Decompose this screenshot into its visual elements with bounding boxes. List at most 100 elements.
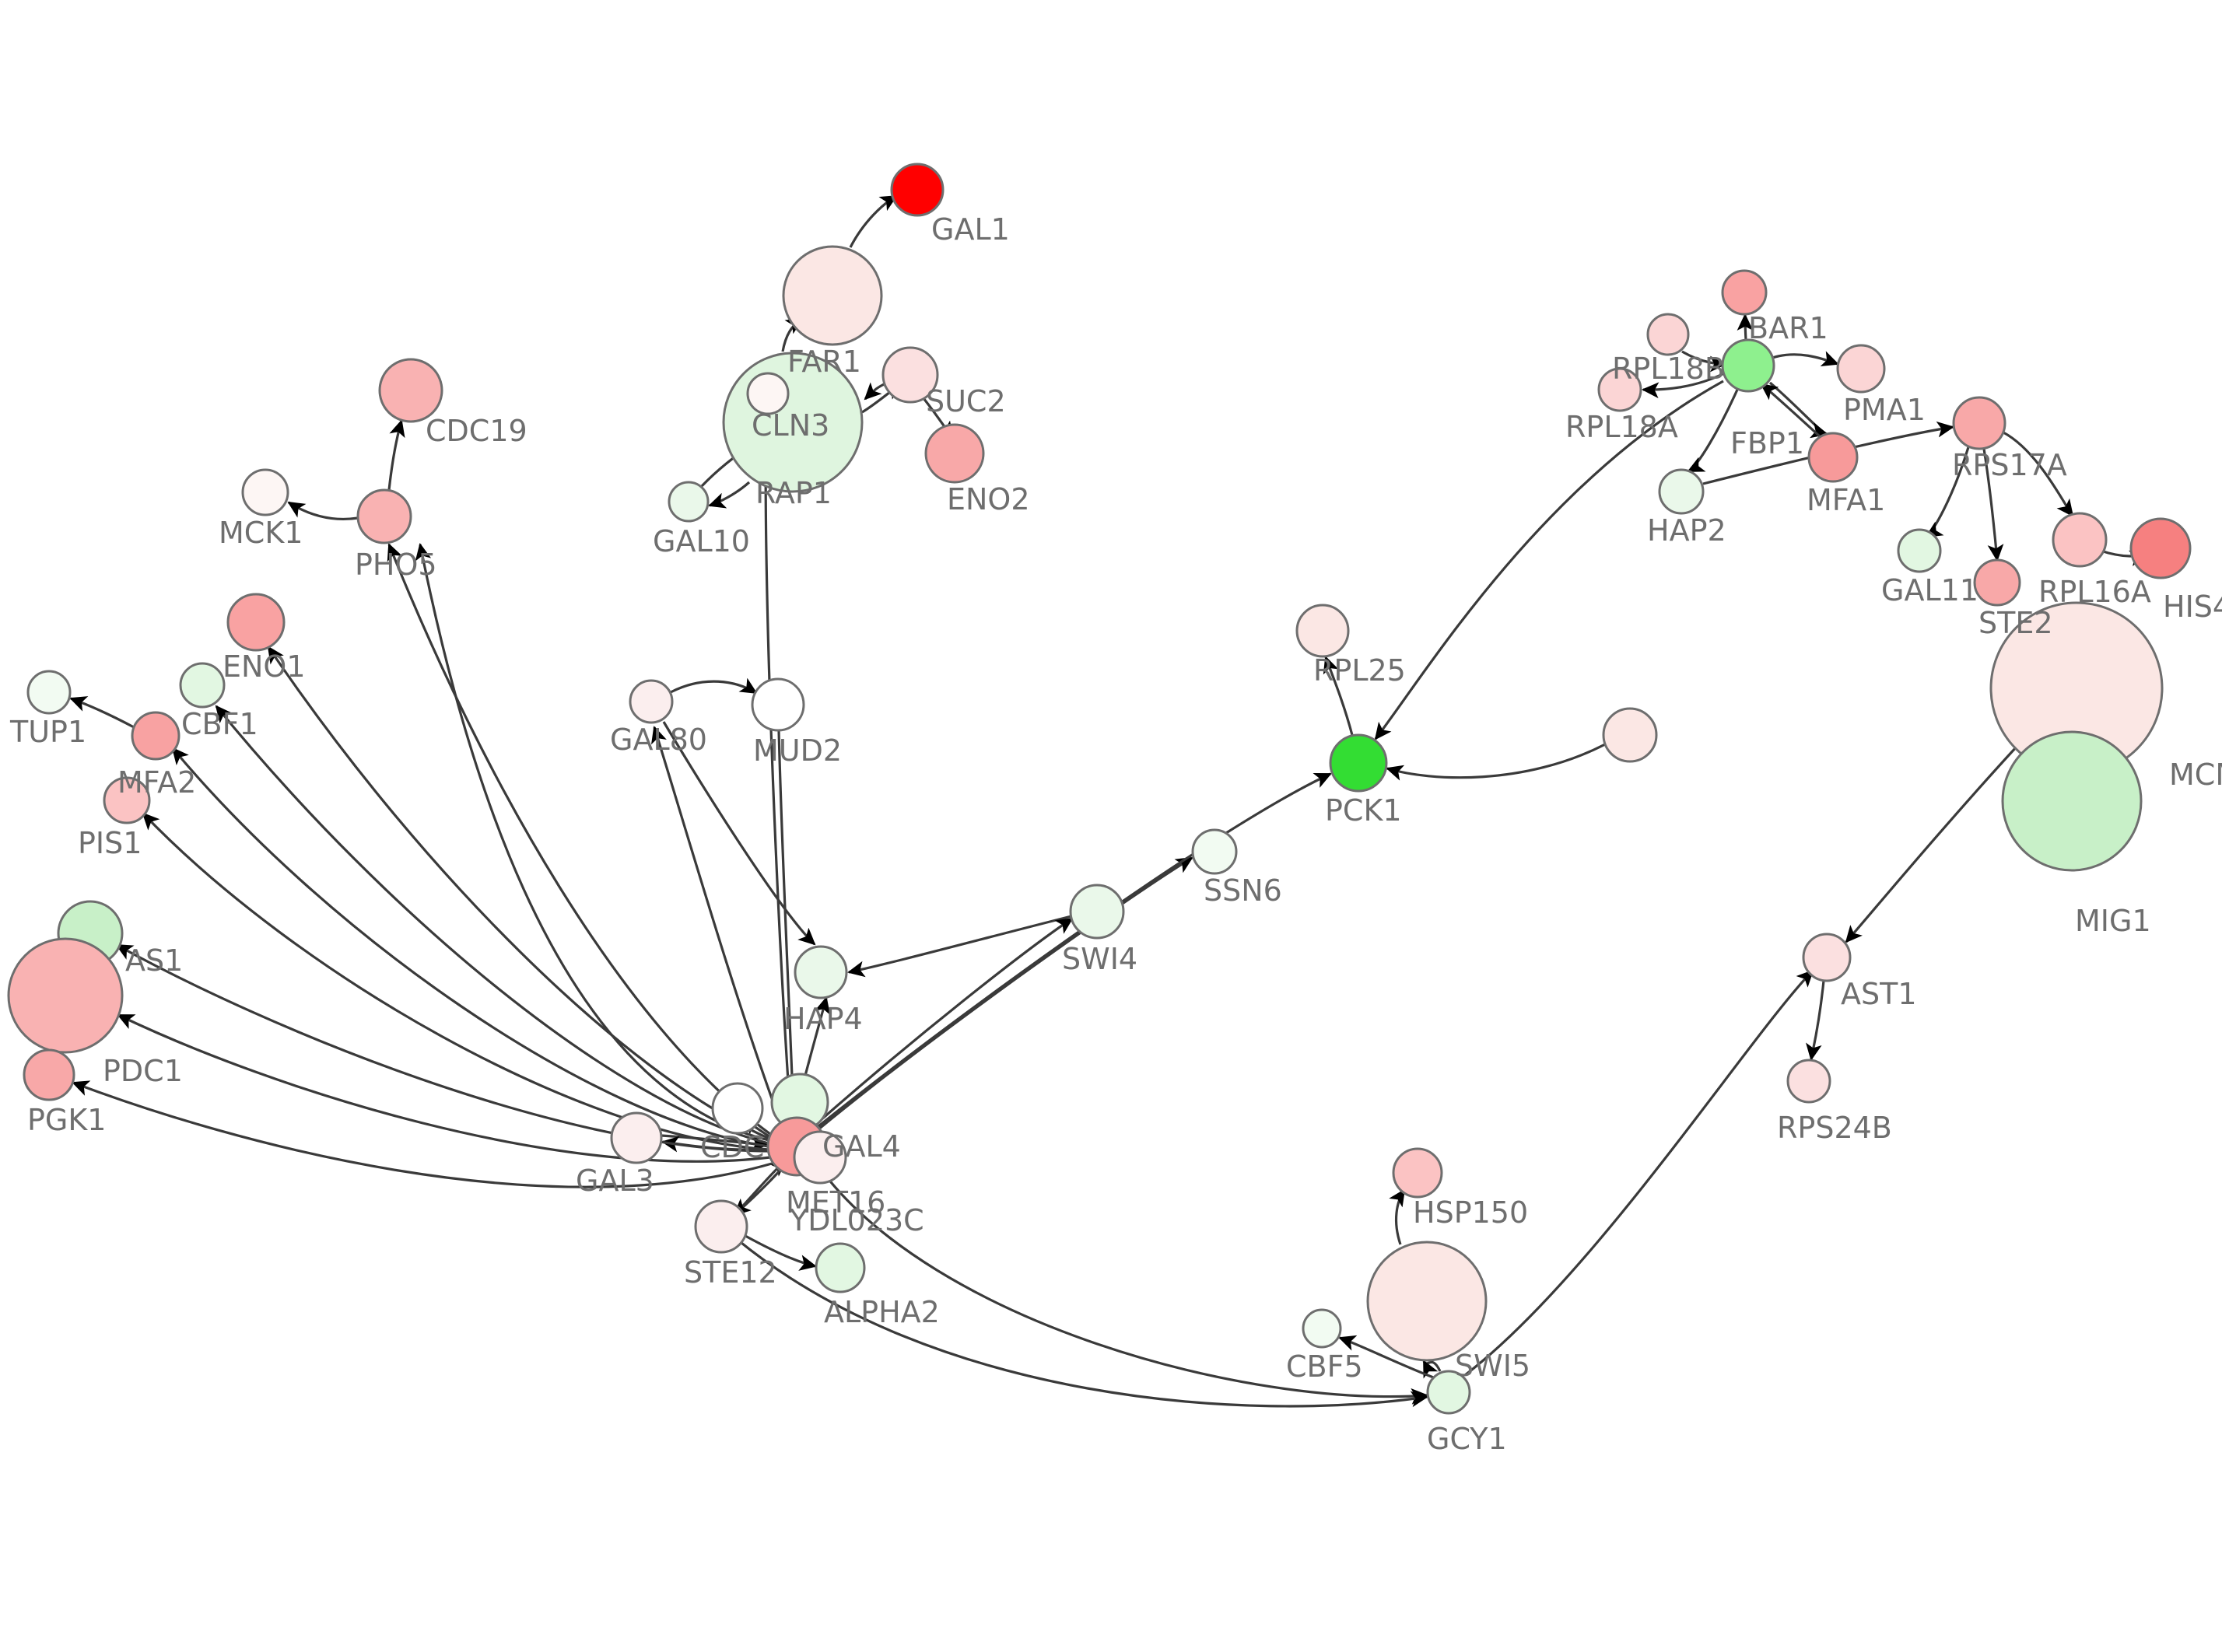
node-pma1[interactable] — [1836, 344, 1886, 394]
edge-gal4-to-ste12 — [733, 1167, 783, 1216]
node-tup1[interactable] — [26, 670, 72, 715]
node-hsp150[interactable] — [1392, 1147, 1443, 1199]
node-label-pho5: PHO5 — [355, 548, 437, 582]
edge-nodeu1-to-pck1 — [1386, 743, 1606, 781]
edge-ast1-to-rps24b — [1806, 980, 1825, 1061]
node-alpha2[interactable] — [815, 1242, 866, 1293]
node-label-ast1: AST1 — [1841, 977, 1917, 1011]
node-rpl18b[interactable] — [1646, 313, 1690, 356]
node-label-his4: HIS4 — [2163, 590, 2222, 624]
nodes-layer — [7, 163, 2192, 1415]
edge-pho5-to-cdc19 — [387, 419, 405, 491]
node-ste12[interactable] — [694, 1199, 748, 1254]
edge-gal4-to-mfa2 — [171, 747, 769, 1148]
node-pck1[interactable] — [1329, 733, 1388, 793]
edge-mud2-to-gal4 — [777, 730, 801, 1118]
node-rpl18a[interactable] — [1597, 367, 1642, 412]
node-hap4[interactable] — [794, 945, 848, 999]
node-pdc1[interactable] — [7, 937, 124, 1054]
node-label-met16: MET16 — [786, 1185, 885, 1220]
node-label-ste2: STE2 — [1978, 606, 2053, 640]
node-rpl25[interactable] — [1295, 604, 1350, 658]
node-label-mcm1: MCM1 — [2169, 758, 2222, 792]
edge-gal4-to-pho5 — [387, 543, 771, 1136]
node-gcy1[interactable] — [1426, 1370, 1471, 1415]
edge-gal4-to-gal80 — [651, 726, 781, 1121]
node-label-gal3: GAL3 — [576, 1164, 654, 1198]
edge-rps17a-to-ste2 — [1982, 448, 2004, 562]
edge-gal4-to-cdc19 — [415, 543, 769, 1142]
node-label-gcy1: GCY1 — [1427, 1422, 1507, 1456]
node-fbp1[interactable] — [1721, 338, 1775, 393]
node-label-eno2: ENO2 — [947, 482, 1030, 516]
node-label-cln3: CLN3 — [752, 408, 829, 443]
node-far1[interactable] — [782, 245, 883, 346]
node-his4[interactable] — [2129, 517, 2192, 579]
node-cbf1[interactable] — [179, 662, 226, 709]
node-label-pdc1: PDC1 — [103, 1054, 183, 1088]
node-mig1[interactable] — [2001, 730, 2143, 872]
node-ydl023c[interactable] — [793, 1130, 847, 1185]
node-gal11[interactable] — [1897, 528, 1942, 573]
node-eno1[interactable] — [226, 593, 286, 652]
node-eno2[interactable] — [924, 423, 985, 484]
node-label-alpha2: ALPHA2 — [824, 1295, 940, 1329]
edge-gal4-to-gcy1 — [818, 1167, 1428, 1405]
node-label-cdc: CDC — [700, 1130, 764, 1164]
node-label-swi4: SWI4 — [1062, 942, 1137, 976]
node-label-rap1: RAP1 — [755, 476, 832, 510]
node-label-suc2: SUC2 — [926, 384, 1006, 418]
node-cbf5[interactable] — [1302, 1308, 1342, 1349]
node-gal1[interactable] — [890, 163, 945, 217]
node-hap2[interactable] — [1658, 468, 1705, 515]
node-rps24b[interactable] — [1786, 1059, 1831, 1104]
node-label-eno1: ENO1 — [223, 649, 306, 684]
node-mck1[interactable] — [241, 468, 289, 516]
node-ast1[interactable] — [1802, 933, 1852, 982]
node-label-gal80: GAL80 — [610, 723, 707, 757]
node-gal80[interactable] — [629, 679, 674, 724]
node-mfa1[interactable] — [1807, 432, 1859, 483]
node-swi5[interactable] — [1366, 1241, 1488, 1362]
node-cdc19[interactable] — [378, 358, 443, 423]
node-nodeu1[interactable] — [1602, 707, 1658, 763]
edge-gal80-to-hap4 — [662, 721, 816, 946]
node-pgk1[interactable] — [23, 1048, 75, 1101]
edge-fbp1-to-pck1 — [1374, 380, 1724, 740]
node-label-rps17a: RPS17A — [1952, 448, 2067, 482]
edge-gal4-to-eno1 — [267, 646, 770, 1140]
node-ssn6[interactable] — [1191, 828, 1238, 875]
node-mud2[interactable] — [751, 677, 805, 732]
node-rps17a[interactable] — [1952, 396, 2006, 450]
node-label-cdc19: CDC19 — [426, 414, 527, 448]
node-label-bar1: BAR1 — [1748, 311, 1828, 345]
node-label-swi5: SWI5 — [1455, 1349, 1530, 1383]
node-label-ydl023c: YDL023C — [789, 1203, 924, 1237]
edge-fbp1-to-hap2 — [1687, 389, 1739, 473]
node-pis1[interactable] — [103, 776, 151, 824]
edge-fbp1-to-pma1 — [1772, 351, 1839, 366]
node-rpl16a[interactable] — [2052, 512, 2108, 568]
node-gal3[interactable] — [610, 1111, 663, 1164]
node-gal10[interactable] — [668, 481, 710, 523]
node-label-fbp1: FBP1 — [1730, 426, 1804, 460]
node-bar1[interactable] — [1721, 269, 1768, 316]
node-label-hap2: HAP2 — [1647, 513, 1726, 548]
node-label-mfa1: MFA1 — [1807, 483, 1885, 517]
node-label-gal11: GAL11 — [1881, 573, 1978, 607]
node-ste2[interactable] — [1973, 558, 2021, 607]
node-label-ssn6: SSN6 — [1204, 873, 1282, 908]
node-label-rpl16a: RPL16A — [2038, 575, 2151, 609]
edge-gal4-to-cbf1 — [215, 705, 769, 1145]
node-cdc[interactable] — [711, 1082, 764, 1135]
node-swi4[interactable] — [1069, 884, 1125, 940]
node-pho5[interactable] — [356, 488, 412, 544]
node-rap1[interactable] — [746, 372, 790, 415]
node-label-rpl25: RPL25 — [1313, 653, 1406, 688]
node-label-far1: FAR1 — [787, 345, 861, 379]
node-suc2[interactable] — [881, 346, 939, 404]
node-mfa2[interactable] — [131, 711, 180, 761]
node-label-hsp150: HSP150 — [1413, 1195, 1528, 1230]
